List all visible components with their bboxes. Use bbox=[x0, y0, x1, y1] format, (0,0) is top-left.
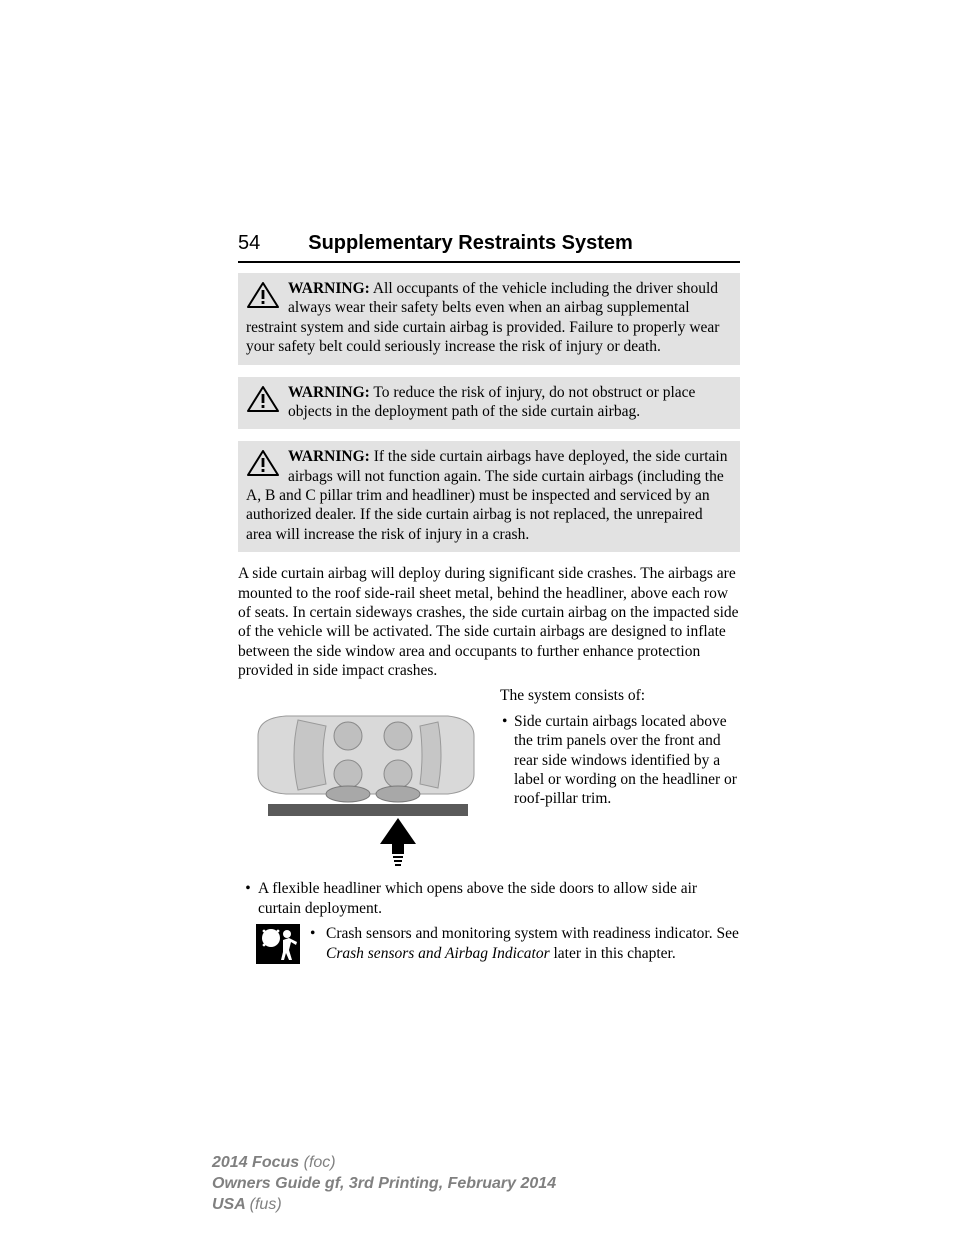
warning-triangle-icon bbox=[246, 385, 280, 413]
warning-label: WARNING: bbox=[288, 384, 370, 401]
footer-line-1: 2014 Focus (foc) bbox=[212, 1153, 556, 1174]
airbag-indicator-row: • Crash sensors and monitoring system wi… bbox=[238, 924, 740, 964]
bullet-dot: • bbox=[310, 924, 326, 963]
bullet-item: • Side curtain airbags located above the… bbox=[500, 712, 740, 809]
bullet-item: • Crash sensors and monitoring system wi… bbox=[310, 924, 740, 963]
bullet-item: • A flexible headliner which opens above… bbox=[238, 879, 740, 918]
footer-line-2: Owners Guide gf, 3rd Printing, February … bbox=[212, 1174, 556, 1195]
bullet-dot: • bbox=[500, 712, 514, 809]
warning-box: WARNING: If the side curtain airbags hav… bbox=[238, 441, 740, 552]
bullet-text: Crash sensors and monitoring system with… bbox=[326, 924, 740, 963]
system-intro: The system consists of: bbox=[500, 686, 740, 705]
warning-box: WARNING: To reduce the risk of injury, d… bbox=[238, 377, 740, 430]
vehicle-airbag-diagram bbox=[238, 686, 486, 871]
page-header: 54 Supplementary Restraints System bbox=[238, 232, 740, 263]
warning-label: WARNING: bbox=[288, 448, 370, 465]
warning-triangle-icon bbox=[246, 449, 280, 477]
bullet-list: • A flexible headliner which opens above… bbox=[238, 879, 740, 918]
warning-triangle-icon bbox=[246, 281, 280, 309]
bullet-text: A flexible headliner which opens above t… bbox=[258, 879, 740, 918]
bullet-text: Side curtain airbags located above the t… bbox=[514, 712, 740, 809]
page-footer: 2014 Focus (foc) Owners Guide gf, 3rd Pr… bbox=[212, 1153, 556, 1215]
airbag-indicator-icon bbox=[256, 924, 300, 964]
body-paragraph: A side curtain airbag will deploy during… bbox=[238, 564, 740, 680]
page-title: Supplementary Restraints System bbox=[308, 232, 633, 255]
vehicle-diagram-row: The system consists of: • Side curtain a… bbox=[238, 686, 740, 871]
warning-label: WARNING: bbox=[288, 280, 370, 297]
system-consists-block: The system consists of: • Side curtain a… bbox=[500, 686, 740, 808]
bullet-dot: • bbox=[238, 879, 258, 918]
page-content: 54 Supplementary Restraints System WARNI… bbox=[238, 232, 740, 964]
footer-line-3: USA (fus) bbox=[212, 1195, 556, 1216]
page-number: 54 bbox=[238, 232, 260, 255]
warning-box: WARNING: All occupants of the vehicle in… bbox=[238, 273, 740, 365]
